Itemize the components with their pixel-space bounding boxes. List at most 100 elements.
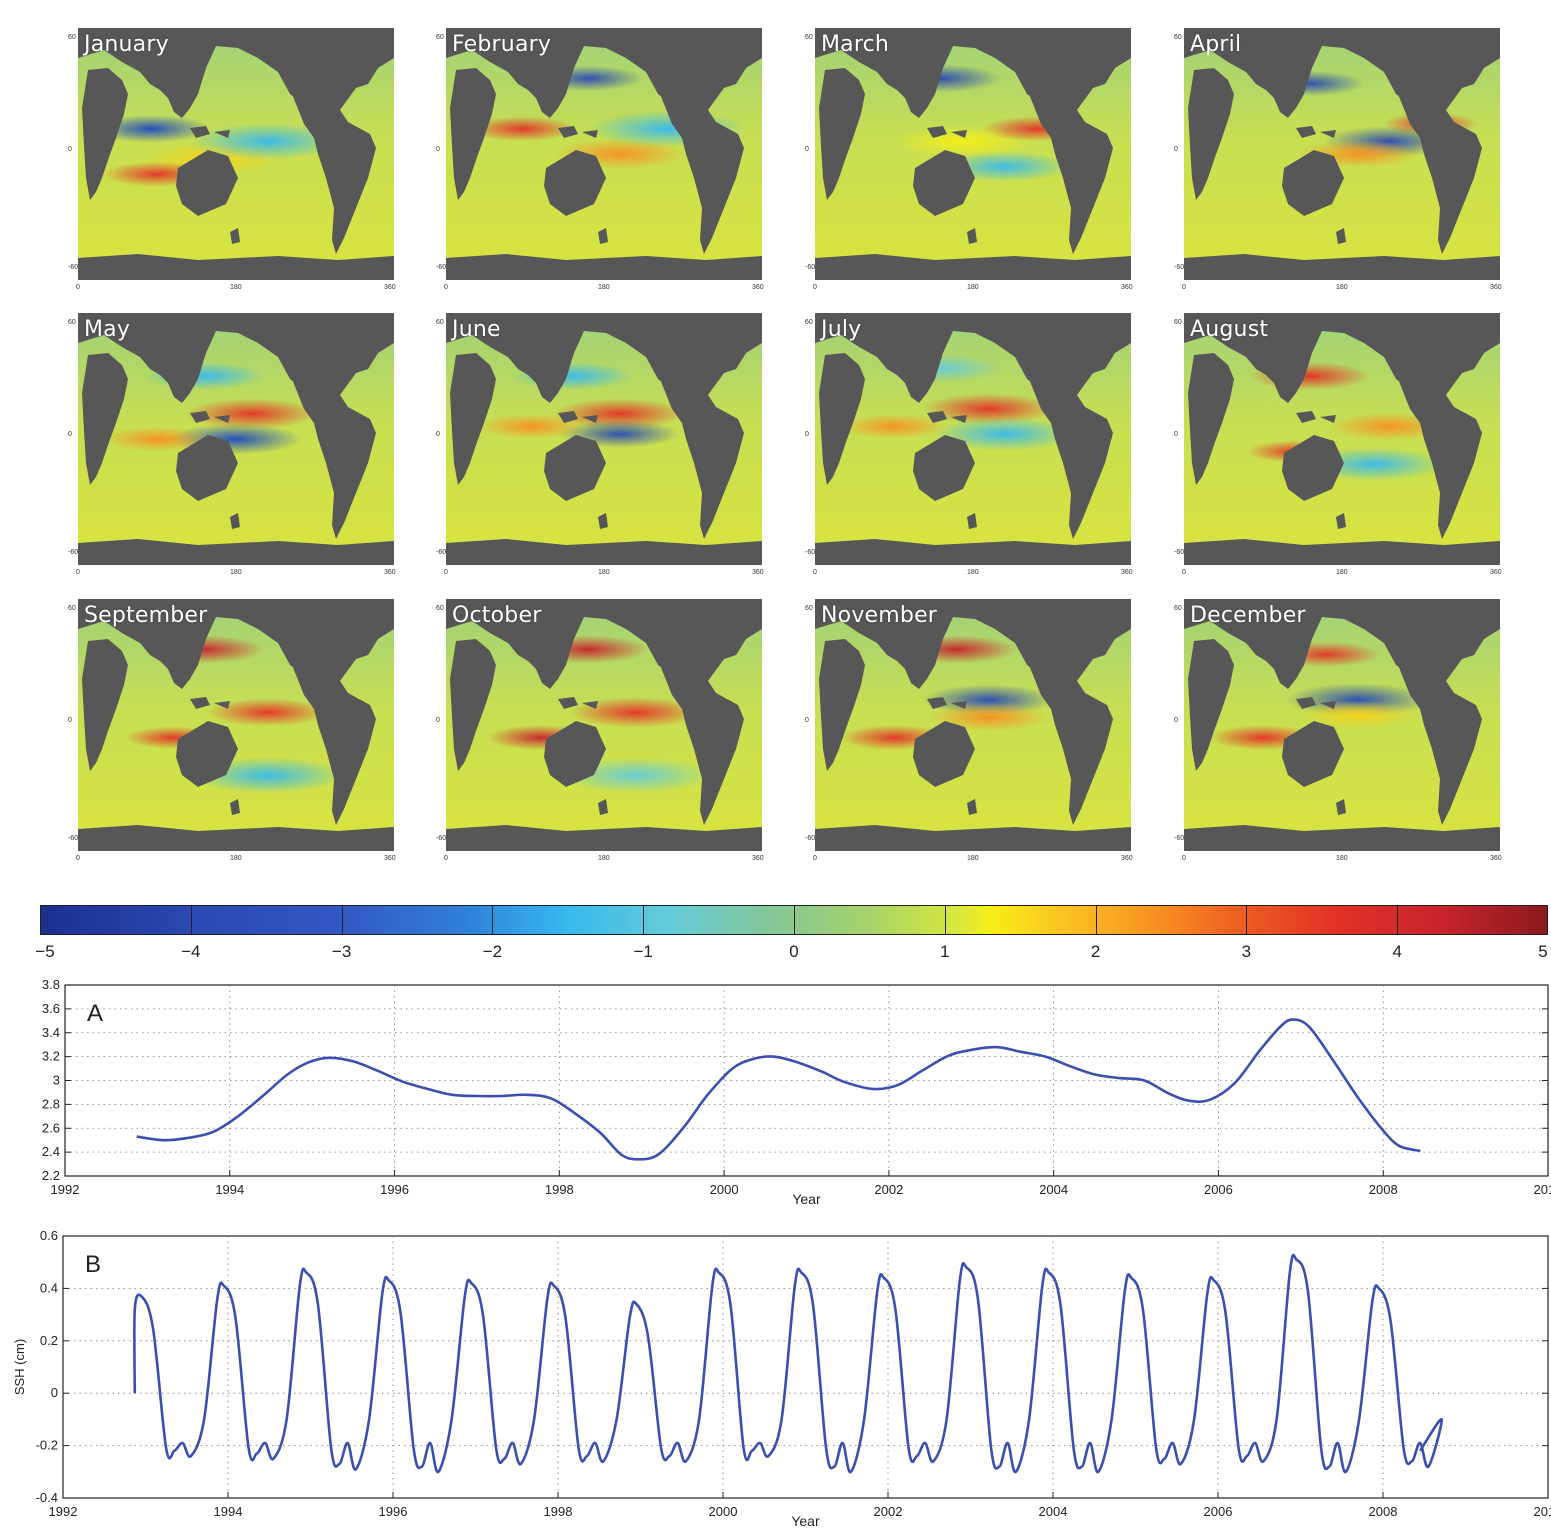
- landmass: [598, 228, 608, 244]
- map-lat-tick: 0: [436, 146, 440, 153]
- landmass: [190, 126, 210, 138]
- landmass: [450, 639, 496, 771]
- x-tick-label: 2004: [1039, 1182, 1068, 1197]
- x-axis-label: Year: [792, 1191, 821, 1207]
- landmass: [446, 254, 762, 280]
- monthly-ssh-map-grid: January 60 0 -60 0 180 360 February 60 0 -60 0 180 36…: [68, 28, 1502, 862]
- landmass: [927, 411, 947, 423]
- x-tick-label: 1992: [49, 1504, 78, 1519]
- chart-a-annual-mean-ssh: 1992 1994 1996 1998 2000 2002 2004 2006 2008 2010…: [42, 978, 1551, 1207]
- landmass: [342, 28, 382, 62]
- landmass: [1392, 28, 1500, 254]
- ssh-anomaly-map: [446, 599, 762, 851]
- landmass: [1188, 639, 1234, 771]
- map-lon-tick: 360: [1121, 855, 1133, 862]
- map-panel-september: September 60 0 -60 0 180 360: [68, 599, 396, 862]
- map-lat-tick: -60: [68, 835, 79, 842]
- map-lon-tick: 0: [444, 284, 448, 291]
- colorbar-tick: [1397, 905, 1399, 935]
- ssh-anomaly-map: [1184, 313, 1500, 565]
- map-lon-tick: 360: [384, 855, 396, 862]
- landmass: [1320, 701, 1336, 709]
- map-lon-tick: 0: [76, 569, 80, 576]
- landmass: [342, 599, 382, 633]
- landmass: [927, 126, 947, 138]
- x-tick-label: 2006: [1204, 1504, 1233, 1519]
- map-lon-tick: 0: [444, 855, 448, 862]
- landmass: [286, 599, 394, 825]
- landmass: [710, 599, 750, 633]
- landmass: [286, 313, 394, 539]
- x-tick-label: 2004: [1039, 1504, 1068, 1519]
- ssh-anomaly-map: [1184, 599, 1500, 851]
- landmass: [190, 411, 210, 423]
- map-lon-tick: 0: [76, 855, 80, 862]
- landmass: [1188, 68, 1234, 200]
- landmass: [446, 825, 762, 851]
- colorbar-tick: [341, 905, 343, 935]
- map-lon-tick: 180: [598, 284, 610, 291]
- landmass: [815, 539, 1131, 565]
- map-lat-tick: -60: [805, 835, 816, 842]
- landmass: [342, 313, 382, 347]
- colorbar-tick-label: 3: [1241, 942, 1252, 961]
- map-lat-tick: 0: [805, 146, 809, 153]
- map-panel-march: March 60 0 -60 0 180 360: [805, 28, 1133, 291]
- landmass: [82, 353, 128, 485]
- map-month-title: February: [452, 32, 552, 57]
- map-lat-tick: 0: [1174, 146, 1178, 153]
- ssh-anomaly-map: [815, 599, 1131, 851]
- chart-b-seasonal-ssh: 1992 1994 1996 1998 2000 2002 2004 2006 2008 2010…: [12, 1228, 1551, 1529]
- x-tick-label: 1998: [544, 1504, 573, 1519]
- map-lon-tick: 0: [813, 569, 817, 576]
- landmass: [190, 697, 210, 709]
- y-tick-label: 0.2: [40, 1333, 58, 1348]
- anomaly-blob: [207, 698, 328, 727]
- map-lon-tick: 180: [230, 569, 242, 576]
- landmass: [558, 126, 578, 138]
- y-tick-label: 2.2: [42, 1168, 60, 1183]
- x-tick-label: 1994: [214, 1504, 243, 1519]
- landmass: [558, 411, 578, 423]
- landmass: [544, 721, 606, 787]
- anomaly-blob: [553, 398, 686, 430]
- ssh-anomaly-map: [815, 28, 1131, 280]
- map-lat-tick: 0: [68, 146, 72, 153]
- ssh-anomaly-map: [446, 28, 762, 280]
- landmass: [967, 799, 977, 815]
- series-line: [133, 1253, 1443, 1474]
- x-tick-label: 2002: [874, 1182, 903, 1197]
- anomaly-blob: [932, 417, 1077, 451]
- landmass: [1282, 150, 1344, 216]
- y-tick-label: 2.8: [42, 1096, 60, 1111]
- x-tick-label: 2000: [710, 1182, 739, 1197]
- colorbar-tick-label: 0: [789, 942, 799, 961]
- colorbar-tick-label: 2: [1090, 942, 1101, 961]
- map-lat-tick: 60: [1174, 605, 1182, 612]
- y-tick-label: 3.6: [42, 1001, 60, 1016]
- landmass: [450, 353, 496, 485]
- map-lat-tick: -60: [436, 549, 447, 556]
- landmass: [1320, 130, 1336, 138]
- landmass: [1336, 799, 1346, 815]
- x-tick-label: 2006: [1204, 1182, 1233, 1197]
- map-lon-tick: 360: [752, 284, 764, 291]
- landmass: [582, 415, 598, 423]
- y-tick-label: 0: [51, 1385, 58, 1400]
- anomaly-blob: [185, 398, 318, 430]
- y-tick-label: 2.6: [42, 1120, 60, 1135]
- map-lat-tick: 0: [805, 431, 809, 438]
- x-tick-label: 1994: [215, 1182, 244, 1197]
- landmass: [1336, 513, 1346, 529]
- y-tick-label: -0.4: [36, 1490, 58, 1505]
- landmass: [1184, 254, 1500, 280]
- landmass: [1023, 313, 1131, 539]
- map-lat-tick: 60: [805, 605, 813, 612]
- y-tick-label: 3.8: [42, 978, 60, 992]
- map-lat-tick: -60: [1174, 549, 1185, 556]
- landmass: [598, 799, 608, 815]
- landmass: [1296, 697, 1316, 709]
- x-tick-label: 1996: [380, 1182, 409, 1197]
- landmass: [1079, 28, 1119, 62]
- landmass: [78, 254, 394, 280]
